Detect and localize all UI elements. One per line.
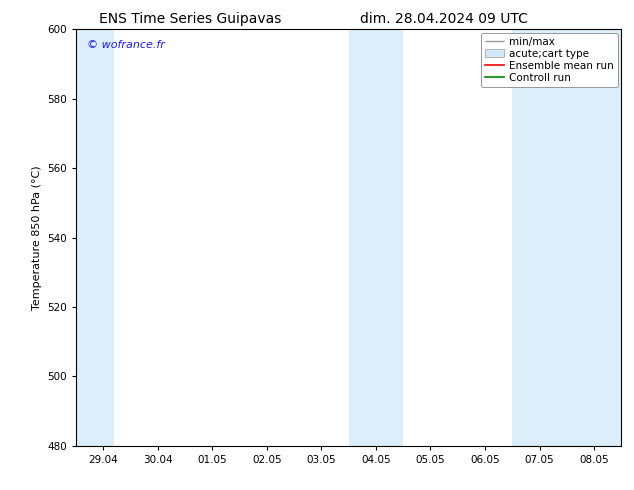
Text: dim. 28.04.2024 09 UTC: dim. 28.04.2024 09 UTC [360, 12, 527, 26]
Bar [512, 29, 621, 446]
Text: ENS Time Series Guipavas: ENS Time Series Guipavas [99, 12, 281, 26]
Text: © wofrance.fr: © wofrance.fr [87, 40, 165, 50]
Bar [76, 29, 114, 446]
Y-axis label: Temperature 850 hPa (°C): Temperature 850 hPa (°C) [32, 165, 42, 310]
Legend: min/max, acute;cart type, Ensemble mean run, Controll run: min/max, acute;cart type, Ensemble mean … [481, 32, 618, 87]
Bar [349, 29, 403, 446]
